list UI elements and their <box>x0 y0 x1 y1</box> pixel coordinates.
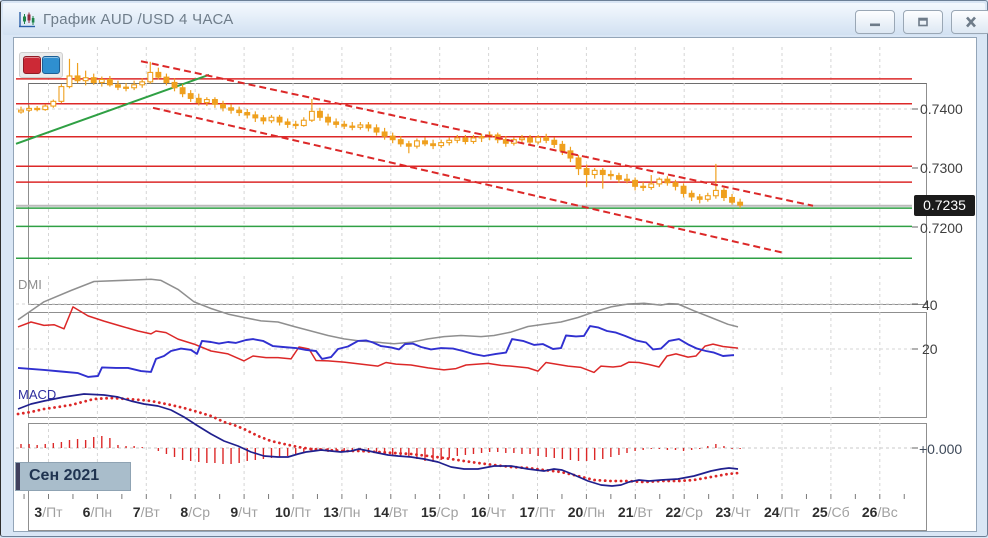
x-axis-label: 14/Вт <box>373 504 409 520</box>
x-axis-label: 17/Пт <box>519 504 556 520</box>
x-axis-label: 10/Пт <box>275 504 311 520</box>
month-badge-label: Сен 2021 <box>29 467 100 484</box>
price-label: 0.7400 <box>920 101 963 117</box>
x-axis-label: 9/Чт <box>230 504 258 520</box>
title-bar[interactable]: График AUD /USD 4 ЧАСА <box>3 3 988 35</box>
restore-button[interactable] <box>903 10 943 34</box>
dmi-ytick: 20 <box>922 341 938 357</box>
close-icon <box>966 16 976 28</box>
window-title: График AUD /USD 4 ЧАСА <box>43 11 234 28</box>
x-axis-label: 7/Вт <box>132 504 160 520</box>
x-axis-label: 8/Ср <box>180 504 210 520</box>
x-axis-label: 25/Сб <box>812 504 850 520</box>
x-axis-label: 21/Вт <box>617 504 653 520</box>
minimize-icon <box>870 23 880 27</box>
red-square-button[interactable] <box>23 56 41 74</box>
restore-icon <box>918 17 928 27</box>
x-axis-label: 6/Пн <box>82 504 113 520</box>
month-badge-accent <box>16 463 20 490</box>
price-label: 0.7200 <box>920 220 963 236</box>
x-axis: 3/Пт 6/Пн 7/Вт 8/Ср 9/Чт 10/Пт 13/Пн 14/Вт 15/Ср… <box>1 504 988 524</box>
month-badge: Сен 2021 <box>15 462 131 491</box>
x-axis-label: 15/Ср <box>421 504 459 520</box>
dmi-panel[interactable] <box>28 312 927 418</box>
content-area <box>13 37 977 532</box>
x-axis-label: 24/Пт <box>764 504 800 520</box>
x-axis-label: 16/Чт <box>470 504 507 520</box>
dmi-indicator-label: DMI <box>18 277 42 292</box>
x-axis-label: 26/Вс <box>861 504 898 520</box>
close-button[interactable] <box>951 10 988 34</box>
price-label: 0.7300 <box>920 160 963 176</box>
x-axis-label: 13/Пн <box>323 504 361 520</box>
minimize-button[interactable] <box>855 10 895 34</box>
current-price-badge: 0.7235 <box>914 195 975 216</box>
candlestick-chart-icon <box>19 12 35 28</box>
macd-indicator-label: MACD <box>18 387 57 402</box>
chart-mini-toolbar <box>19 52 63 78</box>
x-axis-label: 3/Пт <box>34 504 63 520</box>
x-axis-label: 20/Пн <box>567 504 606 520</box>
x-axis-label: 22/Ср <box>665 504 703 520</box>
blue-square-button[interactable] <box>42 56 60 74</box>
dmi-ytick: 40 <box>922 297 938 313</box>
x-axis-label: 23/Чт <box>715 504 751 520</box>
price-chart-panel[interactable] <box>28 83 927 305</box>
macd-zero-tick: +0.000 <box>919 441 963 457</box>
